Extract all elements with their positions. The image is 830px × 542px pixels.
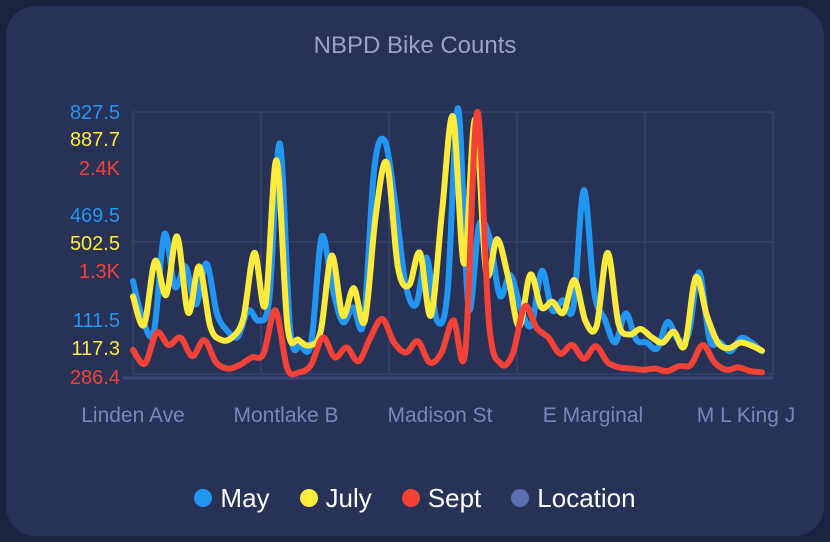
x-axis-ticks: Linden Ave Montlake B Madison St E Marginal… <box>81 404 795 427</box>
legend-item-sept[interactable]: Sept <box>401 482 482 514</box>
legend-dot <box>299 489 318 507</box>
legend-dot <box>511 489 530 507</box>
legend-label: May <box>220 482 270 513</box>
series-line-sept <box>130 108 765 378</box>
legend-dot <box>401 489 420 507</box>
y-tick-label: 469.5 <box>70 205 120 227</box>
y-axis-ticks: 111.5 469.5 827.5 117.3 502.5 887.7 286.4 1.3K 2… <box>70 102 121 389</box>
chart-title: NBPD Bike Counts <box>313 32 517 59</box>
chart-lines <box>130 105 765 378</box>
y-tick-label: 502.5 <box>70 233 120 255</box>
y-tick-label: 117.3 <box>71 338 120 360</box>
y-tick-label: 111.5 <box>73 310 120 332</box>
legend-label: Sept <box>427 482 482 513</box>
x-tick-label: M L King J <box>697 404 795 427</box>
y-tick-label: 887.7 <box>70 129 120 151</box>
series-line-july <box>130 113 765 354</box>
y-tick-label: 827.5 <box>70 102 120 124</box>
legend-dot <box>194 489 213 507</box>
x-tick-label: Montlake B <box>233 404 338 427</box>
legend-item-may[interactable]: May <box>194 482 270 514</box>
y-tick-label: 286.4 <box>70 367 120 389</box>
x-tick-label: E Marginal <box>543 404 643 427</box>
y-tick-label: 1.3K <box>79 261 121 283</box>
x-tick-label: Madison St <box>387 404 492 427</box>
legend-item-location[interactable]: Location <box>511 482 636 514</box>
legend: May July Sept Location <box>0 480 830 516</box>
y-tick-label: 2.4K <box>79 158 121 180</box>
legend-label: Location <box>537 482 636 513</box>
legend-label: July <box>325 482 372 513</box>
legend-item-july[interactable]: July <box>299 482 372 514</box>
x-tick-label: Linden Ave <box>81 404 185 427</box>
